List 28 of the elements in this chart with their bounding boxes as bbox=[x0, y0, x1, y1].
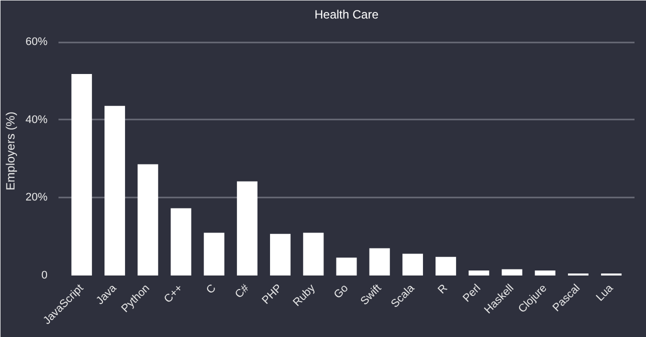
bar bbox=[468, 270, 490, 276]
x-tick-label: C# bbox=[233, 282, 252, 301]
x-tick-label: Lua bbox=[594, 282, 616, 304]
bar bbox=[270, 234, 291, 276]
x-tick-label: R bbox=[436, 282, 450, 296]
bar bbox=[170, 208, 192, 276]
bar bbox=[71, 74, 92, 276]
y-tick-label: 40% bbox=[25, 114, 48, 126]
bar bbox=[436, 256, 456, 276]
y-tick-label: 20% bbox=[25, 192, 48, 204]
bar bbox=[236, 181, 258, 276]
x-tick-label: C++ bbox=[162, 282, 186, 306]
x-tick-label: Perl bbox=[460, 282, 484, 305]
y-tick-label: 0 bbox=[41, 270, 48, 282]
y-tick-label: 60% bbox=[25, 36, 48, 48]
bar bbox=[104, 106, 126, 276]
x-tick-label: Go bbox=[332, 282, 351, 302]
bar bbox=[534, 270, 556, 276]
bar bbox=[138, 164, 158, 276]
bar bbox=[204, 232, 224, 276]
y-axis-title: Employers (%) bbox=[3, 112, 18, 190]
x-tick-label: C bbox=[204, 282, 218, 296]
bar bbox=[303, 232, 324, 276]
chart-title: Health Care bbox=[314, 8, 379, 22]
bar bbox=[502, 269, 522, 276]
bar bbox=[336, 258, 357, 276]
bar bbox=[402, 254, 423, 276]
bar bbox=[369, 248, 390, 276]
